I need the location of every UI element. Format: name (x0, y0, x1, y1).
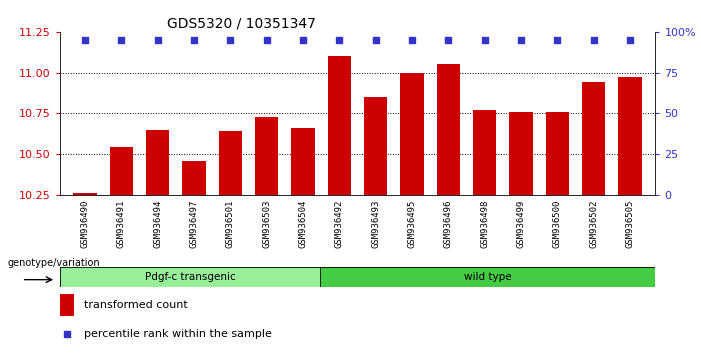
Point (443, 37, 454, 43)
Bar (582, 82, 606, 195)
Point (61, 332, 72, 337)
Text: GSM936505: GSM936505 (625, 200, 634, 249)
Text: GSM936504: GSM936504 (299, 200, 308, 249)
Point (116, 37, 127, 43)
Bar (255, 116, 278, 195)
Text: transformed count: transformed count (84, 300, 188, 310)
Point (152, 37, 163, 43)
Bar (109, 148, 133, 195)
Point (552, 37, 563, 43)
Text: Pdgf-c transgenic: Pdgf-c transgenic (144, 272, 236, 282)
Bar (320, 267, 655, 287)
Point (479, 37, 490, 43)
Text: GSM936498: GSM936498 (480, 200, 489, 249)
Text: GSM936502: GSM936502 (589, 200, 598, 249)
Bar (73, 193, 97, 195)
Text: GSM936497: GSM936497 (189, 200, 198, 249)
Bar (291, 128, 315, 195)
Point (334, 37, 345, 43)
Text: wild type: wild type (464, 272, 512, 282)
Text: GSM936491: GSM936491 (117, 200, 126, 249)
Text: GSM936495: GSM936495 (407, 200, 416, 249)
Text: GSM936492: GSM936492 (335, 200, 344, 249)
Bar (60, 267, 320, 287)
Point (515, 37, 526, 43)
Text: GSM936503: GSM936503 (262, 200, 271, 249)
Point (79, 37, 90, 43)
Point (625, 37, 636, 43)
Point (261, 37, 272, 43)
Text: GSM936496: GSM936496 (444, 200, 453, 249)
Bar (509, 112, 533, 195)
Point (407, 37, 418, 43)
Bar (437, 64, 460, 195)
Bar (182, 160, 206, 195)
Bar (219, 131, 242, 195)
Point (297, 37, 308, 43)
Text: GSM936501: GSM936501 (226, 200, 235, 249)
Bar (618, 78, 642, 195)
Text: GSM936500: GSM936500 (553, 200, 562, 249)
Text: genotype/variation: genotype/variation (7, 258, 100, 268)
Point (225, 37, 236, 43)
Text: GSM936499: GSM936499 (517, 200, 526, 249)
Point (370, 37, 381, 43)
Text: percentile rank within the sample: percentile rank within the sample (84, 330, 272, 339)
Bar (545, 112, 569, 195)
Bar (60, 294, 74, 316)
Bar (400, 73, 424, 195)
Text: GSM936490: GSM936490 (81, 200, 90, 249)
Bar (364, 97, 388, 195)
Bar (146, 130, 170, 195)
Text: GSM936494: GSM936494 (154, 200, 162, 249)
Point (588, 37, 599, 43)
Text: GSM936493: GSM936493 (371, 200, 380, 249)
Point (189, 37, 200, 43)
Text: GDS5320 / 10351347: GDS5320 / 10351347 (167, 17, 315, 31)
Bar (473, 110, 496, 195)
Bar (327, 56, 351, 195)
